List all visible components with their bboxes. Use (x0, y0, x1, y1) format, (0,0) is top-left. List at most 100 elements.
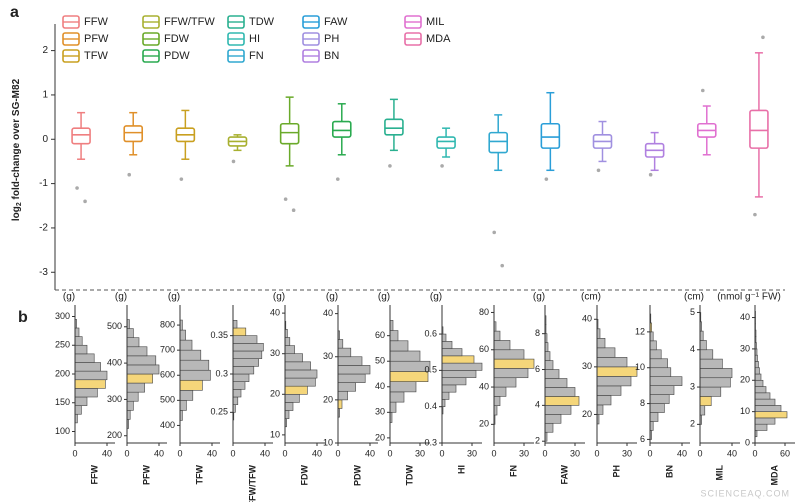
histogram-bar (179, 400, 187, 411)
y-tick-label: 20 (740, 375, 750, 385)
y-tick-label: 60 (479, 344, 489, 354)
y-label-part: log (11, 206, 22, 221)
y-tick-label: 40 (740, 312, 750, 322)
histogram-bar (754, 423, 768, 431)
histogram-bar (284, 402, 294, 411)
y-tick-label: 20 (323, 394, 333, 404)
trait-label: FN (508, 465, 518, 477)
histogram-bar (649, 349, 662, 360)
histogram-bar (179, 349, 202, 361)
histogram-bar (754, 373, 762, 381)
y-tick-label: 30 (270, 348, 280, 358)
box (749, 109, 769, 149)
histogram-bar (493, 377, 517, 388)
y-tick-label: 8 (535, 328, 540, 338)
histogram-bar (126, 355, 157, 366)
legend-label: FFW/TFW (164, 16, 215, 28)
histogram-bar (337, 382, 356, 392)
x-tick-label: 0 (335, 448, 340, 458)
y-tick-label: 50 (375, 356, 385, 366)
trait-label: PH (611, 465, 621, 478)
histogram-bar (179, 379, 203, 391)
x-tick-label: 40 (677, 448, 687, 458)
unit-label: (g) (273, 292, 285, 303)
y-tick-label: 40 (375, 381, 385, 391)
histogram-bar (126, 400, 134, 411)
outlier-point (388, 164, 392, 168)
unit-label: (g) (168, 292, 180, 303)
histogram-bar (337, 347, 352, 358)
histogram-bar (754, 379, 764, 387)
histogram-bar (337, 373, 366, 383)
legend-item: PDW (142, 49, 190, 63)
x-tick-label: 40 (154, 448, 164, 458)
histogram-bar (389, 330, 399, 342)
legend-item: MIL (404, 15, 444, 29)
box (436, 136, 456, 149)
histogram-bar (284, 369, 318, 379)
histogram-bar (389, 381, 417, 393)
y-tick-label: 0.6 (424, 328, 437, 338)
legend-item: FN (227, 49, 264, 63)
histogram-bar (74, 336, 83, 346)
x-tick-label: 30 (622, 448, 632, 458)
y-tick-label: 30 (323, 351, 333, 361)
histogram-bar (126, 364, 160, 375)
y-tick-label: 3 (690, 381, 695, 391)
histogram-bar (441, 384, 457, 393)
histogram-bar (389, 401, 397, 413)
legend-label: PDW (164, 50, 190, 62)
histogram-bar (493, 396, 501, 407)
histogram-bar (649, 412, 659, 422)
y-tick-label: 30 (582, 361, 592, 371)
y-tick-label: 40 (323, 308, 333, 318)
histogram-bar (179, 339, 193, 351)
histogram-bar (126, 391, 139, 402)
legend-item: FFW (62, 15, 108, 29)
unit-label: (g) (326, 292, 338, 303)
outlier-point (75, 186, 79, 190)
x-tick-label: 0 (752, 448, 757, 458)
trait-label: TFW (194, 465, 204, 485)
histogram-bar (699, 405, 706, 416)
histogram-bar (441, 341, 453, 349)
legend-item: MDA (404, 32, 451, 46)
y-tick-label: 300 (107, 394, 122, 404)
y-tick-label: 0.5 (424, 365, 437, 375)
legend-label: TDW (249, 16, 275, 28)
histogram-bar (596, 338, 606, 349)
unit-label: (g) (430, 292, 442, 303)
trait-label: PDW (352, 464, 362, 486)
unit-label: (g) (378, 292, 390, 303)
histogram-bar (389, 371, 429, 382)
y-tick-label: 30 (740, 343, 750, 353)
legend-label: PFW (84, 33, 109, 45)
histogram-bar (544, 396, 580, 406)
histogram-bar (649, 394, 670, 404)
y-tick-label: 60 (375, 330, 385, 340)
histogram-bar (337, 339, 344, 349)
histogram-bar (544, 360, 554, 370)
histogram-bar (699, 386, 722, 397)
y-tick-label: 40 (479, 381, 489, 391)
outlier-point (753, 212, 757, 217)
y-tick-label: 20 (479, 419, 489, 429)
box (279, 122, 300, 145)
histogram-bar (284, 385, 308, 395)
x-tick-label: 40 (260, 448, 270, 458)
trait-label: MDA (769, 465, 779, 486)
histogram-bar (232, 366, 255, 375)
legend-item: HI (227, 32, 260, 46)
histogram-bar (126, 373, 153, 384)
histogram-bar (179, 390, 194, 401)
y-tick-label: 6 (640, 434, 645, 444)
histogram-bar (389, 340, 409, 352)
y-tick-label: 0.25 (210, 407, 228, 417)
x-tick-label: 0 (542, 448, 547, 458)
trait-label: HI (456, 465, 466, 474)
histogram-bar (74, 388, 98, 398)
histogram-bar (441, 370, 477, 378)
y-tick-label: 10 (740, 406, 750, 416)
y-tick-label: 0.35 (210, 330, 228, 340)
histogram-bar (649, 358, 668, 369)
